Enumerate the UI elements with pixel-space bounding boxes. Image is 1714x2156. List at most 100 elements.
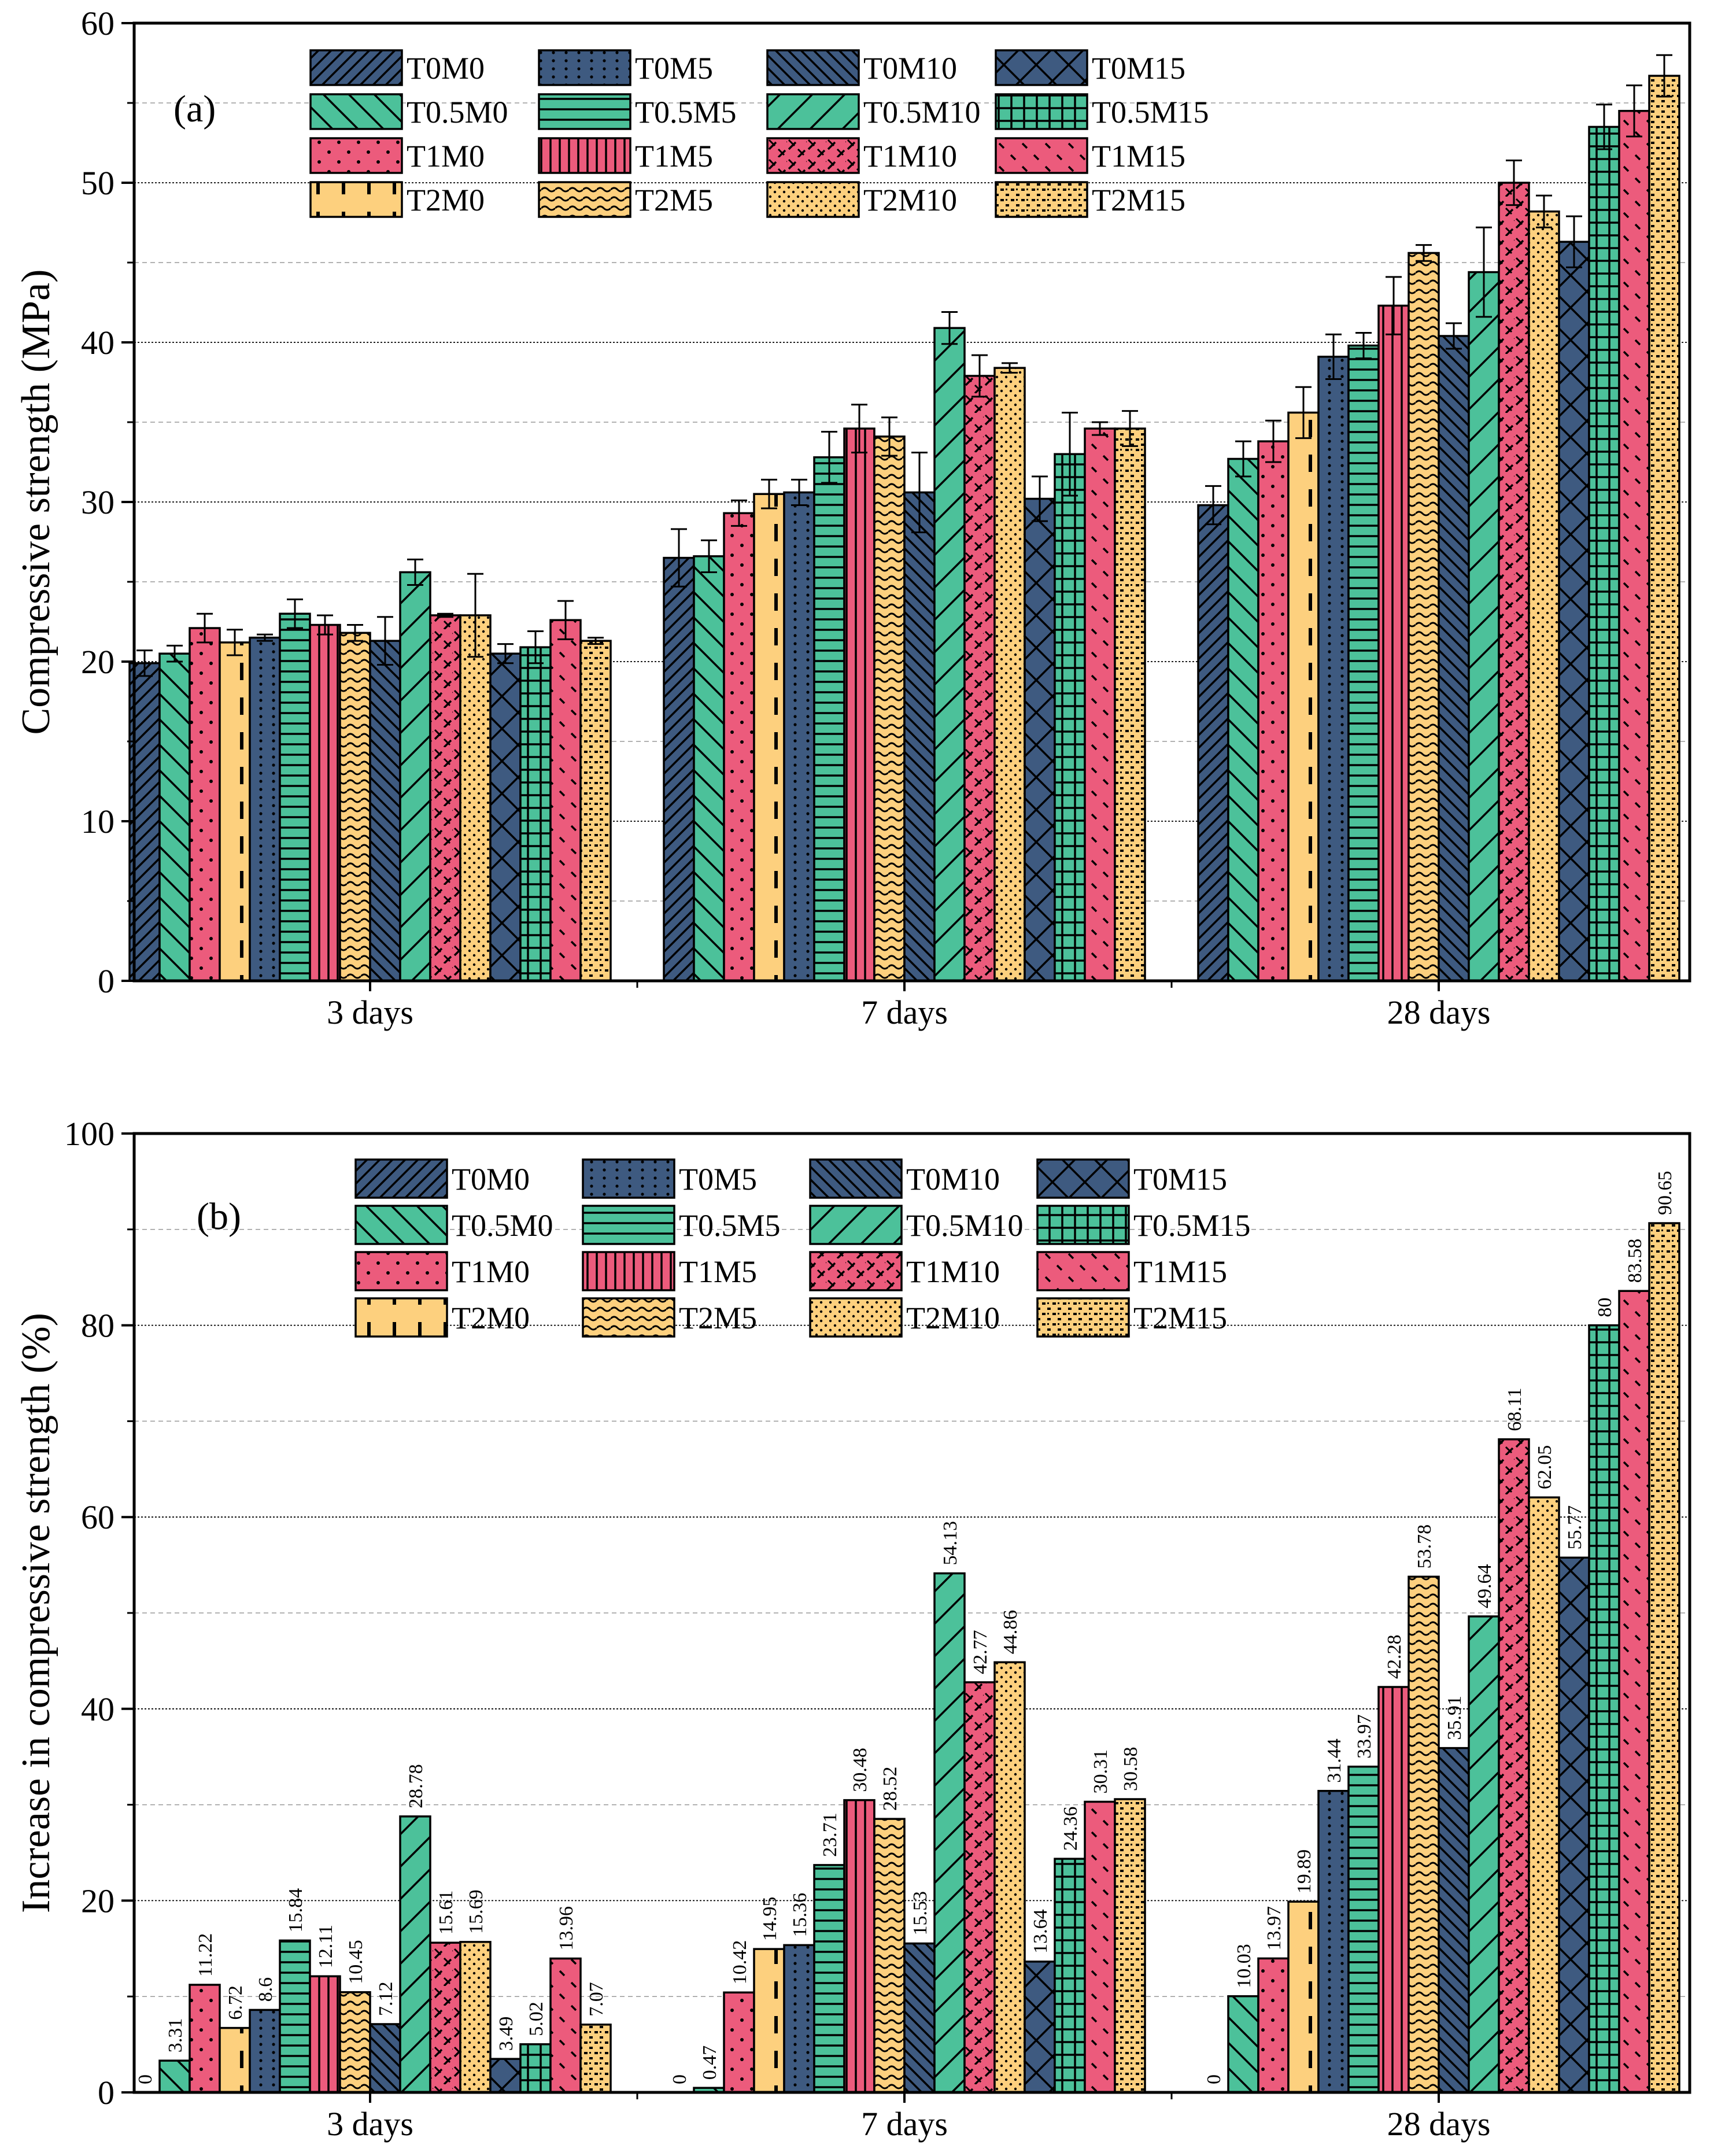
legend-swatch xyxy=(1036,1205,1130,1245)
error-bar xyxy=(971,354,988,398)
legend-swatch xyxy=(809,1205,903,1245)
data-label: 80 xyxy=(1594,1298,1616,1317)
legend-swatch xyxy=(538,181,631,218)
bar-t2m10-28-days xyxy=(1528,1496,1560,2094)
data-label: 10.45 xyxy=(345,1940,367,1984)
legend-item-t0m0: T0M0 xyxy=(354,1158,530,1199)
legend-item-t0m5: T0M5 xyxy=(538,49,713,86)
error-bar xyxy=(881,416,897,457)
legend-item-t1m10: T1M10 xyxy=(766,137,957,174)
bar-t0m15-3-days xyxy=(489,2058,522,2094)
legend-label: T2M5 xyxy=(679,1301,757,1335)
legend-label: T0.5M0 xyxy=(452,1208,553,1243)
bar-t2m15-7-days xyxy=(1114,427,1146,982)
bar-t2m0-3-days xyxy=(219,2026,251,2094)
bar-t1m15-7-days xyxy=(1084,427,1116,982)
legend-swatch xyxy=(309,181,403,218)
data-label: 7.12 xyxy=(375,1981,397,2016)
data-label: 55.77 xyxy=(1564,1505,1586,1550)
data-label: 13.64 xyxy=(1030,1909,1051,1954)
error-bar xyxy=(731,499,747,527)
data-label: 28.52 xyxy=(880,1767,901,1811)
data-label: 10.03 xyxy=(1233,1944,1255,1988)
error-bar xyxy=(227,629,243,656)
data-label: 30.48 xyxy=(849,1748,871,1792)
bar-t1m5-7-days xyxy=(843,427,876,982)
legend-item-t0m10: T0M10 xyxy=(809,1158,1000,1199)
error-bar xyxy=(1476,226,1492,318)
bar-t0-5m15-7-days xyxy=(1054,1858,1086,2094)
legend-item-t0-5m15: T0.5M15 xyxy=(995,93,1209,130)
bar-t0-5m15-7-days xyxy=(1054,453,1086,982)
legend-swatch xyxy=(995,93,1088,130)
y-tick-label: 20 xyxy=(81,643,114,681)
bar-t0m5-7-days xyxy=(783,491,815,982)
error-bar xyxy=(1596,104,1612,150)
bar-t0m15-7-days xyxy=(1024,1961,1056,2094)
legend-label: T1M15 xyxy=(1092,139,1185,173)
bar-t1m5-28-days xyxy=(1377,304,1410,982)
data-label: 19.89 xyxy=(1294,1849,1315,1894)
legend-swatch xyxy=(809,1158,903,1199)
legend-label: T2M10 xyxy=(863,183,957,217)
legend-item-t2m0: T2M0 xyxy=(309,181,485,218)
error-bar xyxy=(257,633,273,642)
bar-t0-5m0-7-days xyxy=(693,555,725,982)
x-tick-label: 28 days xyxy=(1387,2105,1491,2143)
y-tick-label: 50 xyxy=(81,164,114,202)
error-bar xyxy=(557,600,574,640)
y-axis-label-a: Compressive strength (MPa) xyxy=(14,270,58,735)
data-label: 49.64 xyxy=(1474,1564,1495,1608)
error-bar xyxy=(1656,54,1672,98)
legend-item-t0m5: T0M5 xyxy=(582,1158,757,1199)
bars-b: 0 0 0 3.31 0.47 10.03 11.22 10.42 13.97 6.72 14.95… xyxy=(135,1171,1680,2094)
bar-t2m15-3-days xyxy=(579,2024,612,2094)
bar-t1m5-3-days xyxy=(309,1975,341,2094)
data-label: 35.91 xyxy=(1444,1696,1465,1740)
error-bar xyxy=(1295,386,1312,440)
error-bar xyxy=(911,451,928,533)
error-bar xyxy=(588,637,604,645)
legend-item-t0m15: T0M15 xyxy=(1036,1158,1227,1199)
bar-t0m10-28-days xyxy=(1438,335,1470,982)
bar-t1m5-7-days xyxy=(843,1799,876,2094)
error-bar xyxy=(1092,421,1108,436)
legend-swatch xyxy=(995,181,1088,218)
legend-label: T0M10 xyxy=(906,1162,1000,1197)
bar-t0-5m5-28-days xyxy=(1347,1766,1380,2094)
legend-swatch xyxy=(809,1251,903,1291)
bar-t2m15-28-days xyxy=(1648,1222,1680,2094)
bar-t1m0-7-days xyxy=(723,512,755,982)
y-tick-label: 80 xyxy=(81,1307,114,1345)
data-label: 15.61 xyxy=(435,1891,457,1935)
legend-item-t0-5m5: T0.5M5 xyxy=(582,1205,781,1245)
bar-t2m0-28-days xyxy=(1287,411,1320,982)
data-label: 33.97 xyxy=(1354,1714,1375,1759)
axis-ticks-a: 0 10 20 30 40 50 60 3 days 7 days 28 days xyxy=(81,5,1490,1031)
bar-t1m10-28-days xyxy=(1498,182,1530,982)
plot-border-b xyxy=(132,1132,1691,2094)
legend-label: T1M0 xyxy=(407,139,485,173)
error-bar xyxy=(136,649,153,677)
legend-label: T0M10 xyxy=(863,51,957,86)
bar-t0m10-28-days xyxy=(1438,1747,1470,2094)
error-bar xyxy=(1566,215,1582,268)
error-bar xyxy=(467,573,483,658)
bar-t1m0-28-days xyxy=(1257,440,1290,982)
data-label: 11.22 xyxy=(195,1933,216,1977)
error-bar xyxy=(851,404,867,453)
bar-t1m0-3-days xyxy=(189,627,221,982)
data-label: 31.44 xyxy=(1324,1738,1345,1783)
legend-label: T0.5M0 xyxy=(407,95,508,130)
bar-t2m0-7-days xyxy=(753,493,785,982)
legend-label: T0M15 xyxy=(1133,1162,1227,1197)
legend-swatch xyxy=(309,93,403,130)
legend-swatch xyxy=(354,1251,448,1291)
legend-swatch xyxy=(538,93,631,130)
bar-t0-5m15-28-days xyxy=(1588,125,1620,982)
data-label: 8.6 xyxy=(255,1977,276,2002)
legend-swatch xyxy=(582,1158,675,1199)
data-label: 44.86 xyxy=(1000,1610,1021,1655)
legend-swatch xyxy=(354,1158,448,1199)
bar-t2m15-7-days xyxy=(1114,1798,1146,2094)
